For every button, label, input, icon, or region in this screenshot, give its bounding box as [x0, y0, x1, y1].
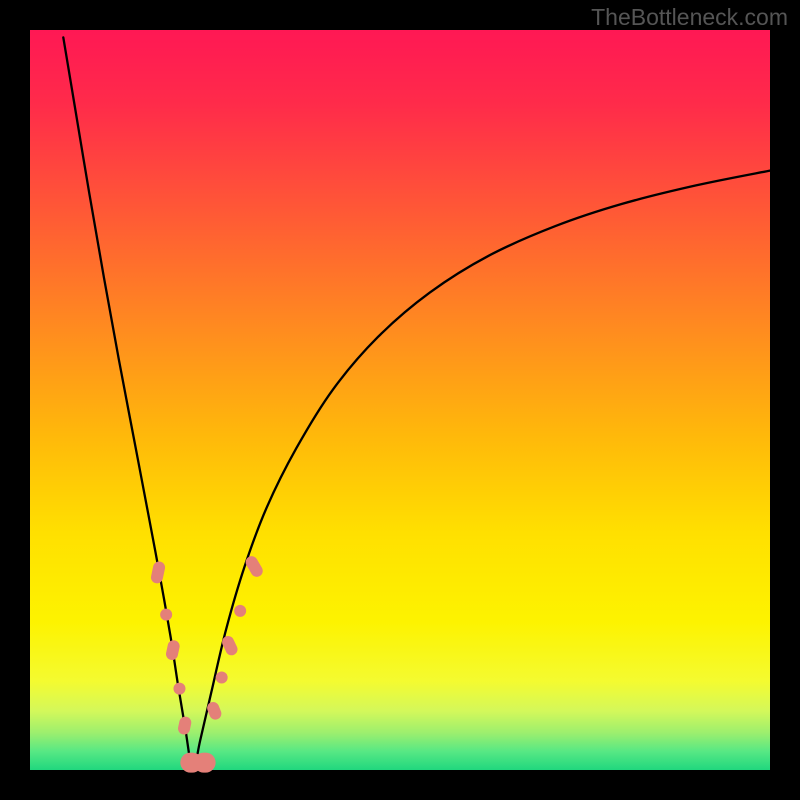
watermark-label: TheBottleneck.com	[591, 4, 788, 31]
marker-dot	[160, 609, 172, 621]
chart-svg	[0, 0, 800, 800]
chart-root: TheBottleneck.com	[0, 0, 800, 800]
plot-area	[30, 30, 770, 770]
marker-pill	[194, 753, 216, 773]
marker-dot	[216, 672, 228, 684]
marker-dot	[234, 605, 246, 617]
marker-dot	[173, 683, 185, 695]
